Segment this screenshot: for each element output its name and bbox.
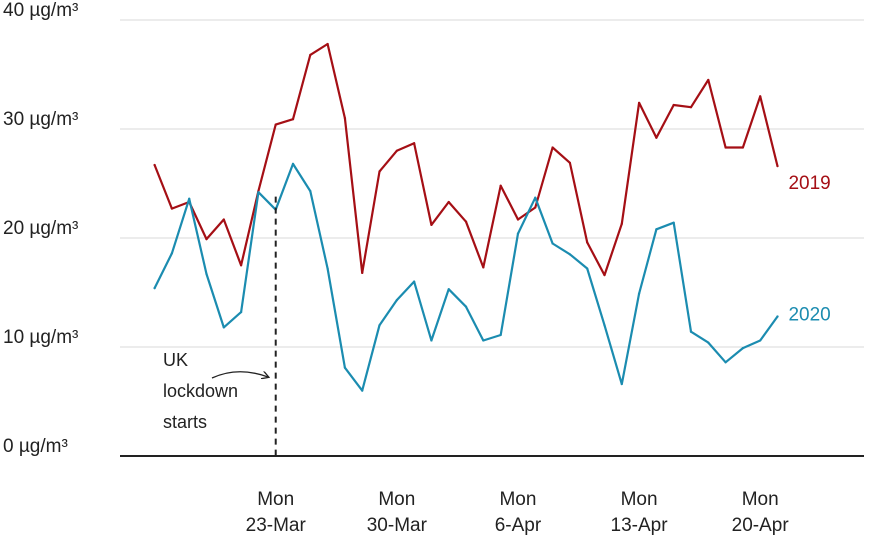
data-point-2020 — [499, 333, 502, 337]
data-point-2020 — [482, 339, 485, 342]
x-tick-label: Mon — [621, 489, 658, 510]
series-line-2019 — [153, 42, 779, 277]
data-point-2019 — [447, 200, 450, 204]
data-point-2020 — [447, 288, 450, 291]
data-point-2019 — [274, 123, 277, 126]
data-point-2019 — [741, 146, 744, 149]
data-point-2019 — [759, 95, 762, 98]
data-point-2019 — [655, 136, 658, 139]
data-point-2020 — [153, 287, 156, 290]
data-point-2019 — [534, 206, 537, 209]
data-point-2020 — [707, 341, 710, 344]
data-point-2020 — [776, 315, 779, 318]
x-tick-label: 30-Mar — [367, 515, 428, 536]
data-point-2020 — [257, 191, 260, 194]
annotation-text-line: starts — [163, 412, 207, 432]
lockdown-annotation: UK lockdown starts — [163, 196, 277, 456]
data-point-2020 — [551, 242, 554, 245]
data-point-2019 — [586, 241, 589, 244]
data-point-2019 — [326, 42, 329, 46]
data-point-2020 — [413, 280, 416, 283]
data-point-2019 — [776, 164, 779, 168]
gridlines — [120, 19, 864, 457]
y-tick-label: 40 µg/m³ — [3, 0, 78, 21]
data-point-2020 — [516, 232, 520, 235]
data-point-2020 — [222, 326, 225, 329]
data-point-2020 — [464, 305, 468, 308]
data-point-2020 — [655, 228, 658, 231]
data-point-2019 — [309, 53, 312, 56]
data-point-2020 — [620, 382, 623, 386]
x-tick-label: Mon — [499, 489, 536, 510]
data-point-2019 — [724, 146, 727, 149]
annotation-text-line: lockdown — [163, 381, 238, 401]
data-point-2019 — [499, 184, 502, 187]
data-point-2019 — [568, 161, 571, 164]
series-lines — [153, 42, 779, 392]
data-point-2020 — [430, 339, 433, 342]
y-tick-label: 10 µg/m³ — [3, 327, 78, 348]
data-point-2019 — [430, 223, 433, 227]
x-tick-label: 23-Mar — [246, 515, 307, 536]
data-point-2019 — [551, 146, 554, 149]
annotation-arrow — [211, 371, 268, 378]
series-label-2019: 2019 — [788, 173, 830, 194]
data-point-2020 — [361, 389, 364, 392]
labels: 0 µg/m³ 10 µg/m³ 20 µg/m³ 30 µg/m³ 40 µg/m³ M… — [3, 0, 831, 536]
data-point-2019 — [291, 118, 295, 121]
series-line-2020 — [153, 162, 779, 392]
data-point-2019 — [240, 264, 243, 267]
data-point-2020 — [188, 197, 191, 200]
data-point-2019 — [343, 117, 347, 120]
data-point-2019 — [603, 273, 606, 277]
data-point-2019 — [361, 271, 364, 274]
x-tick-label: Mon — [742, 489, 779, 510]
x-tick-label: Mon — [257, 489, 294, 510]
data-point-2020 — [309, 190, 312, 193]
x-tick-label: 13-Apr — [611, 515, 669, 536]
data-point-2020 — [343, 366, 347, 369]
data-point-2020 — [378, 324, 381, 327]
data-point-2020 — [291, 162, 295, 165]
annotation-text-line: UK — [163, 350, 188, 370]
x-tick-label: 20-Apr — [732, 515, 790, 536]
data-point-2019 — [413, 142, 416, 145]
data-point-2019 — [707, 78, 710, 82]
y-tick-label: 30 µg/m³ — [3, 109, 78, 130]
data-point-2019 — [482, 266, 485, 269]
data-point-2019 — [395, 149, 398, 152]
data-point-2020 — [724, 361, 727, 364]
data-point-2020 — [586, 267, 589, 270]
data-point-2019 — [637, 101, 641, 104]
series-label-2020: 2020 — [788, 304, 830, 325]
data-point-2019 — [464, 220, 468, 223]
data-point-2020 — [326, 267, 329, 270]
x-tick-label: Mon — [378, 489, 415, 510]
data-point-2019 — [689, 106, 693, 109]
data-point-2019 — [153, 163, 156, 167]
data-point-2019 — [378, 170, 381, 173]
data-point-2020 — [672, 221, 675, 224]
data-point-2019 — [672, 103, 675, 107]
data-point-2020 — [205, 272, 208, 276]
data-point-2020 — [603, 324, 606, 327]
data-point-2019 — [222, 218, 225, 221]
data-point-2020 — [637, 292, 641, 295]
data-point-2020 — [170, 252, 174, 255]
data-point-2020 — [534, 196, 537, 199]
data-point-2020 — [759, 339, 762, 342]
x-tick-label: 6-Apr — [495, 515, 542, 536]
data-point-2020 — [240, 311, 243, 314]
data-point-2020 — [395, 299, 398, 302]
data-point-2019 — [516, 218, 520, 221]
data-point-2019 — [170, 207, 174, 210]
data-point-2019 — [205, 237, 208, 241]
y-tick-label: 0 µg/m³ — [3, 436, 68, 457]
data-point-2020 — [741, 346, 744, 350]
data-point-2019 — [620, 222, 623, 225]
data-point-2020 — [568, 253, 571, 256]
y-tick-label: 20 µg/m³ — [3, 218, 78, 239]
data-point-2020 — [689, 330, 693, 333]
